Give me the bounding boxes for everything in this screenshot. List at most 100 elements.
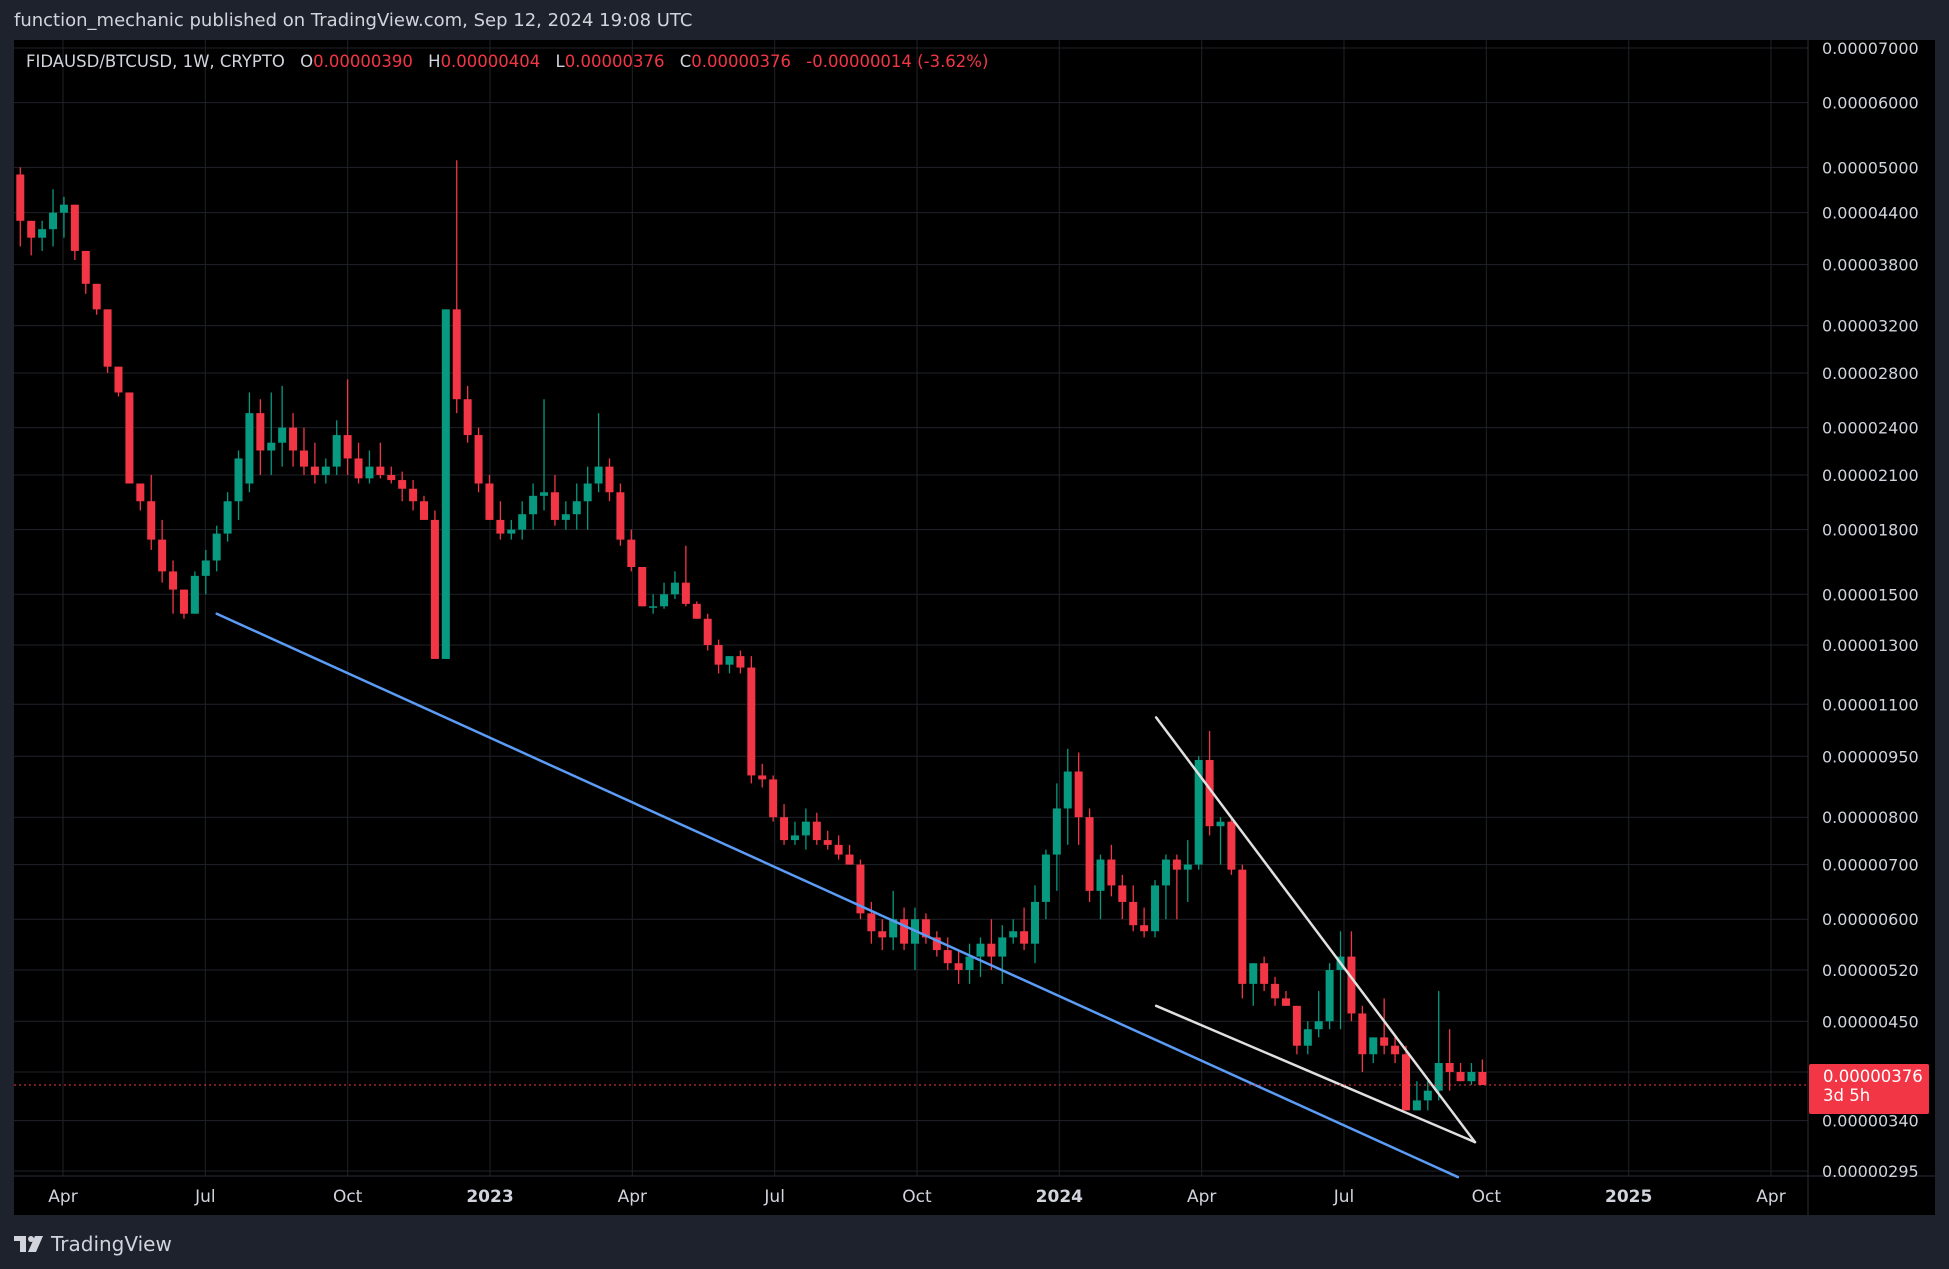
candle-up [1369,1037,1378,1055]
chart-area[interactable]: 0.00007000 0.00006000 0.00005000 0.00004400… [14,40,1935,1215]
candle-down [1391,1045,1400,1055]
candle-down [1205,760,1214,827]
candle-down [681,582,690,604]
candlestick-chart[interactable]: 0.00007000 0.00006000 0.00005000 0.00004400… [14,40,1935,1215]
time-axis-label: 2025 [1605,1187,1652,1207]
time-axis-label: Apr [1187,1187,1216,1207]
candle-down [474,435,483,484]
candle-up [1467,1071,1476,1082]
candle-up [1183,864,1192,870]
candle-down [834,844,843,855]
time-axis-label: Oct [333,1187,363,1207]
candle-up [1194,760,1203,865]
price-axis-label: 0.00001800 [1822,521,1919,540]
candle-down [878,931,887,938]
candle-up [245,413,254,484]
candle-down [1281,998,1290,1006]
price-axis-label: 0.00000700 [1822,856,1919,875]
candle-up [594,466,603,484]
candle-down [1107,859,1116,886]
candle-down [16,174,25,221]
publish-info: function_mechanic published on TradingVi… [14,10,693,31]
time-axis-label: Jul [194,1187,216,1207]
candle-up [649,606,658,608]
price-axis-label: 0.00002400 [1822,419,1919,438]
candle-up [572,501,581,515]
candle-up [670,582,679,595]
candle-up [801,821,810,836]
candle-up [441,309,450,659]
candle-down [1292,1005,1301,1046]
candle-down [289,427,298,451]
candle-down [147,501,156,540]
candle-down [921,919,930,938]
candle-up [59,204,68,213]
candle-down [616,492,625,540]
candle-down [867,913,876,932]
price-axis-label: 0.00000295 [1822,1162,1919,1181]
candle-down [114,366,123,393]
candle-down [1118,885,1127,902]
time-axis-label: 2024 [1036,1187,1083,1207]
candle-down [692,603,701,619]
candle-up [1009,931,1018,938]
high-value: 0.00000404 [440,52,541,71]
candle-down [169,571,178,590]
candle-up [1041,854,1050,902]
time-axis-label: Jul [1333,1187,1355,1207]
low-value: 0.00000376 [564,52,665,71]
candle-up [1303,1029,1312,1046]
trendline [215,612,1460,1179]
candle-up [1412,1100,1421,1111]
candle-down [1140,925,1149,932]
last-price-value: 0.00000376 [1823,1067,1923,1086]
price-axis-label: 0.00000340 [1822,1112,1919,1131]
candle-up [321,466,330,475]
candle-up [332,435,341,467]
candle-down [496,519,505,534]
candle-down [736,656,745,668]
price-axis-label: 0.00000450 [1822,1012,1919,1031]
candle-down [92,283,101,310]
time-axis-label: Apr [618,1187,647,1207]
candle-down [932,937,941,951]
candle-up [1151,885,1160,932]
candle-up [278,427,287,443]
time-axis-label: Apr [48,1187,77,1207]
candle-down [1260,963,1269,984]
candle-down [856,864,865,914]
ohlc-legend: FIDAUSD/BTCUSD, 1W, CRYPTO O0.00000390 H… [26,52,988,71]
candle-down [430,519,439,659]
candle-down [747,667,756,776]
candle-up [660,594,669,607]
candle-down [703,618,712,646]
candle-down [823,840,832,845]
candle-down [27,220,36,238]
candle-up [790,835,799,841]
candle-down [81,250,90,284]
candle-up [889,919,898,938]
candle-down [1401,1054,1410,1111]
time-axis-label: Oct [902,1187,932,1207]
candle-up [38,229,47,238]
bar-countdown: 3d 5h [1823,1086,1871,1105]
candle-up [1314,1021,1323,1030]
candle-up [1325,969,1334,1022]
high-label: H [428,52,441,71]
candle-down [452,309,461,400]
price-axis-label: 0.00003200 [1822,317,1919,336]
price-axis-label: 0.00006000 [1822,94,1919,113]
price-axis-label: 0.00005000 [1822,158,1919,177]
candle-down [1227,821,1236,870]
tradingview-logo[interactable]: TradingView [14,1230,172,1258]
candle-down [845,854,854,865]
candle-down [1129,901,1138,926]
trendline [1154,1004,1477,1144]
time-axis-label: Jul [763,1187,785,1207]
price-axis-label: 0.00002800 [1822,364,1919,383]
candle-down [1456,1071,1465,1082]
candle-down [125,392,134,484]
candle-down [136,483,145,502]
candle-down [299,450,308,467]
candle-up [583,483,592,502]
